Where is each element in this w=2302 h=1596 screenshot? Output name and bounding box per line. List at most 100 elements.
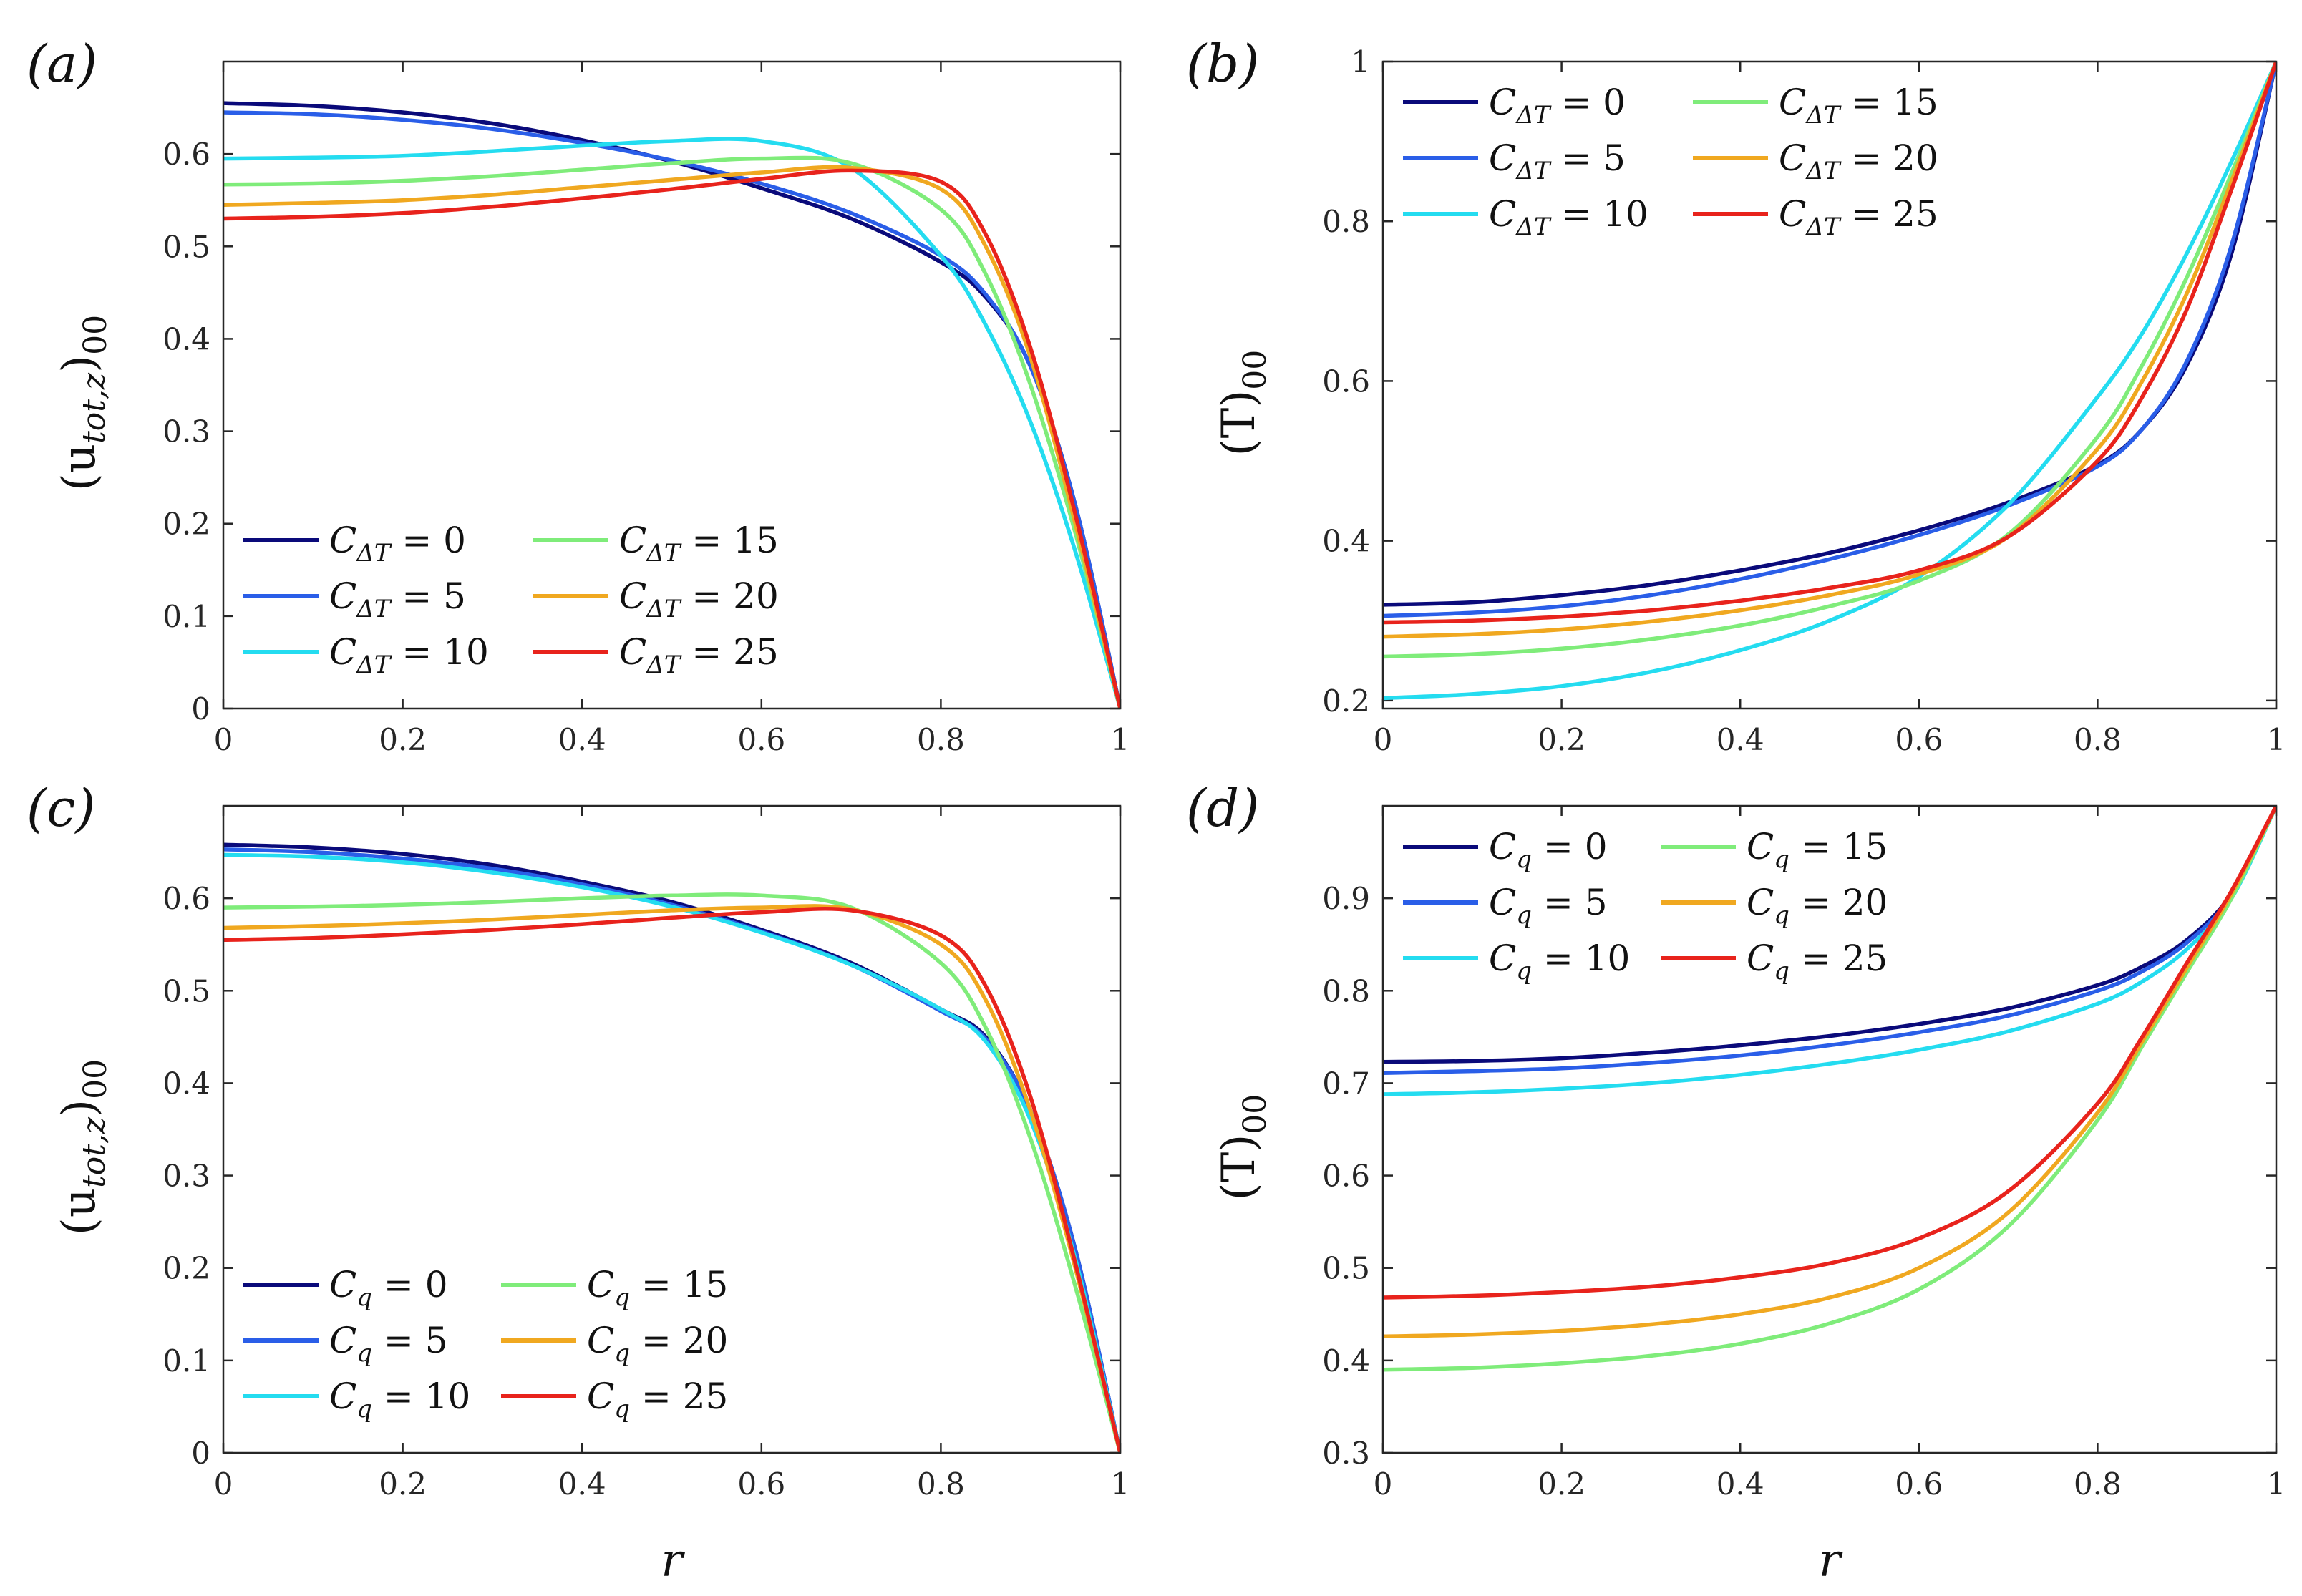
ylabel-sub: tot,z [76,1116,112,1188]
x-tick-label-a: 0.4 [558,722,606,757]
legend-label-c-2: Cq = 10 [329,1376,470,1424]
x-tick-label-a: 1 [1111,722,1130,757]
legend-value: = 0 [1532,826,1608,867]
legend-subscript: ΔT [355,651,392,679]
legend-item-c-2: Cq = 10 [243,1376,470,1424]
y-tick-label-c: 0.6 [162,881,210,916]
legend-value: = 25 [1840,193,1938,235]
legend-label-c-0: Cq = 0 [329,1264,448,1312]
legend-symbol: C [1489,826,1516,867]
legend-symbol: C [1747,826,1774,867]
legend-symbol: C [329,575,356,617]
legend-value: = 0 [1550,82,1626,123]
legend-item-d-0: Cq = 0 [1403,826,1608,874]
legend-subscript: ΔT [645,539,682,568]
y-tick-label-d: 0.8 [1322,973,1370,1008]
y-tick-label-a: 0.4 [162,321,210,356]
series-line-c-3 [223,892,1120,1453]
series-line-a-3 [223,155,1120,709]
legend-item-d-5: Cq = 25 [1661,938,1888,986]
legend-subscript: ΔT [1515,157,1552,185]
y-tick-label-c: 0.4 [162,1066,210,1101]
legend-symbol: C [1489,882,1516,923]
y-axis-label-c: (utot,z)00 [53,1059,114,1235]
legend-symbol: C [329,631,356,673]
legend-subscript: ΔT [1805,213,1842,241]
ylabel-subscript: 00 [1237,350,1273,390]
legend-value: = 5 [372,1320,448,1361]
legend-value: = 15 [630,1264,728,1305]
x-tick-label-c: 0.2 [379,1466,427,1502]
legend-value: = 10 [1532,938,1630,979]
legend-value: = 10 [391,631,489,673]
legend-label-a-0: CΔT = 0 [329,520,466,568]
x-tick-label-c: 1 [1111,1466,1130,1502]
legend-subscript: ΔT [645,651,682,679]
y-tick-label-c: 0.5 [162,973,210,1008]
panel-d: 0 0.2 0.4 0.6 0.8 1 0.3 0.4 0.5 0.6 0.7 0.8 0.9 Cq = … [1186,778,2286,1587]
legend-label-a-4: CΔT = 20 [619,575,779,623]
legend-item-b-3: CΔT = 15 [1693,82,1938,130]
legend-label-b-3: CΔT = 15 [1779,82,1938,130]
legend-symbol: C [587,1376,614,1417]
legend-label-a-5: CΔT = 25 [619,631,779,679]
x-tick-label-b: 0 [1374,722,1393,757]
ylabel-main: (T) [1213,390,1266,457]
legend-label-a-3: CΔT = 15 [619,520,779,568]
legend-symbol: C [619,575,646,617]
legend-symbol: C [1779,137,1806,179]
ylabel-end: ) [53,1099,106,1117]
x-tick-label-d: 1 [2267,1466,2286,1502]
legend-subscript: q [356,1283,372,1312]
y-tick-label-d: 0.5 [1322,1251,1370,1286]
legend-subscript: ΔT [355,595,392,623]
legend-item-a-0: CΔT = 0 [243,520,466,568]
legend-item-c-3: Cq = 15 [501,1264,728,1312]
x-tick-label-b: 0.6 [1895,722,1943,757]
x-tick-label-d: 0.8 [2074,1466,2122,1502]
legend-value: = 5 [1550,137,1626,179]
y-tick-label-d: 0.9 [1322,881,1370,916]
series-line-a-5 [223,168,1120,709]
ylabel-subscript: 00 [1237,1094,1273,1134]
legend-label-d-2: Cq = 10 [1489,938,1630,986]
legend-value: = 10 [372,1376,470,1417]
legend-subscript: q [614,1339,630,1368]
x-tick-label-a: 0.6 [737,722,785,757]
panel-label-b: (b) [1186,34,1259,94]
y-tick-label-a: 0.2 [162,507,210,542]
x-tick-label-b: 1 [2267,722,2286,757]
x-tick-label-b: 0.8 [2074,722,2122,757]
y-tick-label-a: 0.6 [162,137,210,172]
legend-label-d-1: Cq = 5 [1489,882,1608,930]
y-tick-label-c: 0.3 [162,1159,210,1194]
legend-item-a-5: CΔT = 25 [533,631,779,679]
legend-symbol: C [329,1320,356,1361]
series-line-c-5 [223,907,1120,1453]
x-tick-label-d: 0.6 [1895,1466,1943,1502]
legend-value: = 25 [1789,938,1888,979]
legend-subscript: q [1516,845,1532,874]
legend-item-d-2: Cq = 10 [1403,938,1630,986]
legend-subscript: ΔT [1515,213,1552,241]
legend-subscript: ΔT [1805,157,1842,185]
axes-box-a [222,60,1122,710]
legend-label-c-3: Cq = 15 [587,1264,728,1312]
legend-symbol: C [1779,82,1806,123]
legend-label-a-2: CΔT = 10 [329,631,489,679]
legend-subscript: q [614,1283,630,1312]
legend-symbol: C [1779,193,1806,235]
legend-value: = 25 [630,1376,728,1417]
legend-symbol: C [1747,882,1774,923]
y-tick-label-b: 1 [1351,44,1370,79]
legend-value: = 5 [391,575,467,617]
panel-label-a: (a) [26,34,97,94]
legend-item-b-1: CΔT = 5 [1403,137,1626,185]
series-line-a-2 [223,137,1120,709]
panel-label-d: (d) [1186,778,1259,838]
legend-label-b-0: CΔT = 0 [1489,82,1626,130]
x-tick-label-d: 0.4 [1716,1466,1764,1502]
